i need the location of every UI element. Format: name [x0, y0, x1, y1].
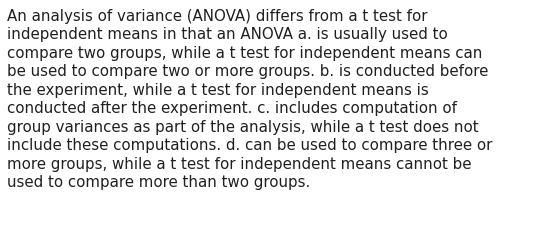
- Text: independent means in that an ANOVA a. is usually used to: independent means in that an ANOVA a. is…: [7, 27, 448, 42]
- Text: group variances as part of the analysis, while a t test does not: group variances as part of the analysis,…: [7, 119, 479, 134]
- Text: used to compare more than two groups.: used to compare more than two groups.: [7, 174, 310, 190]
- Text: include these computations. d. can be used to compare three or: include these computations. d. can be us…: [7, 138, 493, 153]
- Text: the experiment, while a t test for independent means is: the experiment, while a t test for indep…: [7, 82, 429, 98]
- Text: be used to compare two or more groups. b. is conducted before: be used to compare two or more groups. b…: [7, 64, 489, 79]
- Text: more groups, while a t test for independent means cannot be: more groups, while a t test for independ…: [7, 156, 472, 171]
- Text: conducted after the experiment. c. includes computation of: conducted after the experiment. c. inclu…: [7, 101, 457, 116]
- Text: An analysis of variance (ANOVA) differs from a t test for: An analysis of variance (ANOVA) differs …: [7, 9, 428, 24]
- Text: compare two groups, while a t test for independent means can: compare two groups, while a t test for i…: [7, 46, 483, 60]
